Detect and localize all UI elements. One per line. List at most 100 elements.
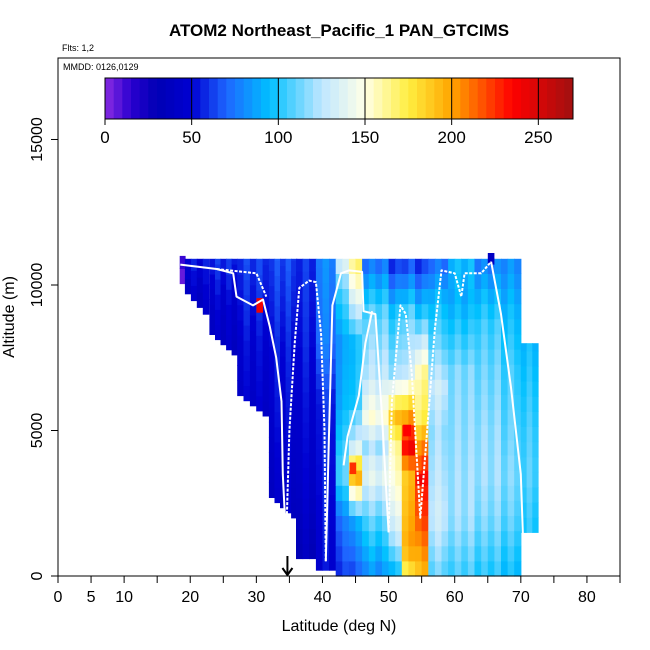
heat-cell xyxy=(296,498,304,514)
heat-cell xyxy=(237,380,245,397)
heat-cell xyxy=(501,364,509,380)
heat-cell xyxy=(448,394,456,411)
heat-cell xyxy=(441,470,449,486)
heat-cell xyxy=(309,258,317,272)
heat-cell xyxy=(395,560,403,577)
heat-cell xyxy=(382,500,390,516)
heat-cell xyxy=(401,560,409,577)
heat-cell xyxy=(362,515,370,532)
heat-cell xyxy=(428,364,436,380)
heat-cell xyxy=(454,318,462,335)
heat-cell xyxy=(315,358,324,374)
heat-cell xyxy=(421,545,429,562)
heat-cell xyxy=(190,285,198,302)
heat-cell xyxy=(461,454,469,471)
heat-cell xyxy=(309,513,317,529)
heat-cell xyxy=(348,515,357,532)
heat-cell xyxy=(209,273,216,290)
heat-cell xyxy=(481,318,489,335)
heat-cell xyxy=(454,409,462,426)
heat-cell xyxy=(494,515,502,532)
heat-cell xyxy=(322,403,330,420)
heat-cell xyxy=(467,424,476,441)
heat-cell xyxy=(322,388,330,405)
heat-cell xyxy=(285,376,292,393)
heat-cell xyxy=(401,470,409,486)
heat-cell xyxy=(342,288,350,305)
heat-cell xyxy=(441,545,449,562)
heat-cell xyxy=(215,324,222,341)
heat-cell xyxy=(249,284,257,301)
heat-cell xyxy=(274,396,281,413)
heat-cell xyxy=(355,545,363,562)
heat-cell xyxy=(220,269,227,285)
heat-cell xyxy=(355,409,363,426)
heat-cell xyxy=(461,318,469,335)
heat-cell xyxy=(215,309,222,325)
heat-cell xyxy=(454,273,462,289)
heat-cell xyxy=(274,426,281,443)
heat-cell xyxy=(474,515,482,532)
heat-cell xyxy=(395,273,403,289)
heat-cell xyxy=(382,409,390,426)
heat-cell xyxy=(441,288,449,305)
heat-cell xyxy=(467,515,476,532)
heat-cell xyxy=(395,364,403,380)
heat-cell xyxy=(441,409,449,426)
heat-cell xyxy=(280,310,287,327)
heat-cell xyxy=(285,258,292,272)
heat-cell xyxy=(355,530,363,547)
heat-cell xyxy=(454,258,462,274)
heat-cell xyxy=(291,472,298,489)
heat-cell xyxy=(362,273,370,289)
x-tick-label: 10 xyxy=(115,589,133,606)
heat-cell xyxy=(501,303,509,320)
heat-cell xyxy=(520,350,528,367)
heat-cell xyxy=(481,394,489,411)
heat-cell xyxy=(368,485,376,501)
heat-cell xyxy=(274,411,281,428)
heat-cell xyxy=(448,500,456,516)
heat-cell xyxy=(428,424,436,441)
heat-cell xyxy=(507,545,515,562)
x-tick-label: 40 xyxy=(314,589,332,606)
heat-cell xyxy=(448,258,456,274)
heat-cell xyxy=(322,258,330,269)
heat-cell xyxy=(355,303,363,320)
heat-cell xyxy=(262,310,270,326)
heat-cell xyxy=(342,424,350,441)
heat-cell xyxy=(362,545,370,562)
heat-cell xyxy=(388,394,396,411)
colorbar-swatch xyxy=(555,78,565,119)
heat-cell xyxy=(481,515,489,532)
heat-cell xyxy=(421,515,429,532)
heat-cell xyxy=(481,500,489,516)
heat-cell xyxy=(362,288,370,305)
heat-cell xyxy=(434,318,443,335)
heat-cell xyxy=(382,333,390,350)
heat-cell xyxy=(243,370,251,387)
heat-cell xyxy=(243,355,251,371)
heat-cell xyxy=(274,258,281,261)
heat-cell xyxy=(388,288,396,305)
heat-cell xyxy=(388,258,396,274)
heat-cell xyxy=(322,312,330,329)
heat-cell xyxy=(329,328,337,344)
heat-cell xyxy=(368,560,376,577)
heat-cell xyxy=(467,500,476,516)
heat-cell xyxy=(395,288,403,305)
heat-cell xyxy=(382,530,390,547)
heat-cell xyxy=(382,303,390,320)
heat-cell xyxy=(262,279,270,296)
heat-cell xyxy=(501,454,509,471)
colorbar: 0 50 100 150 200 250 xyxy=(100,77,574,147)
heat-cell xyxy=(467,454,476,471)
heat-cell xyxy=(291,305,298,322)
heat-cell xyxy=(520,487,528,503)
heat-cell xyxy=(209,258,216,275)
heat-cell xyxy=(501,318,509,335)
heat-cell xyxy=(507,303,515,320)
heat-cell xyxy=(408,333,416,350)
heat-cell xyxy=(226,274,233,290)
heat-cell xyxy=(454,394,462,411)
